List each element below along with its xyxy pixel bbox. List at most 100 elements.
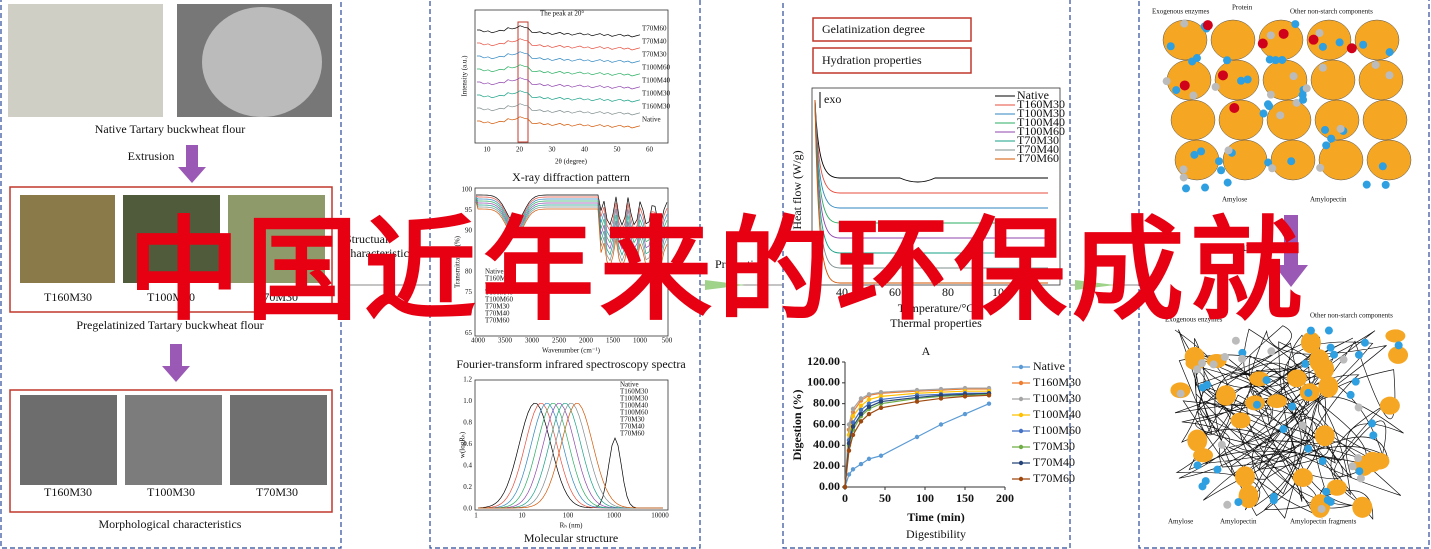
protein <box>1224 146 1233 155</box>
legend-label: T100M60 <box>1033 423 1081 437</box>
y-tick-label: 90 <box>465 227 473 235</box>
xrd-curve <box>477 38 641 51</box>
enzyme <box>1278 28 1289 39</box>
point <box>866 404 872 409</box>
protein <box>1385 71 1394 80</box>
point <box>878 453 884 458</box>
granule <box>202 7 322 117</box>
pregelatinized-label: Pregelatinized Tartary buckwheat flour <box>76 318 263 332</box>
x-tick-label: 20 <box>516 146 524 154</box>
panel <box>782 0 1071 549</box>
granule <box>1214 59 1260 101</box>
protein <box>1264 158 1273 167</box>
native-label: Native Tartary buckwheat flour <box>95 122 246 136</box>
x-tick-label: 3000 <box>525 337 540 345</box>
xrd-curve <box>477 25 641 38</box>
protein <box>1378 162 1387 171</box>
fragment <box>1318 375 1339 398</box>
fragment <box>1379 396 1400 415</box>
ftir-curve <box>475 196 668 239</box>
protein <box>1367 419 1376 428</box>
point <box>850 467 856 472</box>
xrd-sample: T160M30 <box>642 103 671 111</box>
plot-frame <box>474 9 669 144</box>
x-tick-label: 10000 <box>651 512 669 520</box>
size-curve <box>477 402 663 509</box>
x-tick-label: 40 <box>581 146 589 154</box>
granule <box>1218 99 1264 141</box>
ftir-curve <box>475 197 668 245</box>
ftir-sample: T100M40 <box>485 289 514 297</box>
mol-sample: T160M30 <box>620 388 649 396</box>
x-tick-label: 60 <box>889 285 901 299</box>
plot-frame <box>474 187 669 337</box>
frame <box>812 47 972 74</box>
granule <box>1310 59 1356 101</box>
legend-label: T70M40 <box>1017 142 1059 156</box>
protein <box>1381 180 1390 189</box>
morphology-label: Morphological characteristics <box>99 517 242 531</box>
protein <box>1215 157 1224 166</box>
protein <box>1278 55 1287 64</box>
chart-title: Digestibility <box>906 527 966 541</box>
fragment <box>1266 394 1287 409</box>
protein <box>1238 354 1247 363</box>
y-tick-label: 40.00 <box>813 437 840 451</box>
series-line <box>844 390 989 488</box>
point <box>914 434 920 440</box>
arrow <box>178 145 206 183</box>
protein <box>1179 173 1188 182</box>
point <box>846 472 852 477</box>
schematic-label: Other non-starch components <box>1310 312 1393 320</box>
x-tick-label: 100 <box>563 512 574 520</box>
enzyme <box>1179 80 1190 91</box>
fragment <box>1193 448 1214 463</box>
xrd-sample: T70M60 <box>642 25 667 33</box>
series-line <box>844 394 990 488</box>
protein <box>1318 457 1327 466</box>
point <box>866 397 872 402</box>
protein <box>1356 474 1365 483</box>
xrd-curve <box>477 103 641 116</box>
xrd-sample: T100M60 <box>642 64 671 72</box>
protein <box>1360 338 1369 347</box>
fragment <box>1388 346 1409 364</box>
xrd-curve <box>477 51 641 64</box>
y-tick-label: 0.8 <box>463 419 472 427</box>
ftir-curve <box>475 199 668 257</box>
protein <box>1279 425 1288 434</box>
x-tick-label: 2000 <box>579 337 594 345</box>
panel <box>0 0 342 549</box>
x-label: Time (min) <box>907 510 964 524</box>
protein <box>1324 326 1333 335</box>
y-tick-label: 0.4 <box>463 462 472 470</box>
xrd-curve <box>477 90 641 103</box>
protein <box>1354 403 1363 412</box>
protein <box>1166 42 1175 51</box>
ftir-curve <box>475 201 668 269</box>
y-tick-label: 0.0 <box>463 505 472 513</box>
protein <box>1223 178 1232 187</box>
protein <box>1263 100 1272 109</box>
x-label: Wavenumber (cm⁻¹) <box>542 347 601 355</box>
point <box>938 393 944 398</box>
protein <box>1327 134 1336 143</box>
protein <box>1176 389 1185 398</box>
panel-title: Fourier-transform infrared spectroscopy … <box>456 357 686 371</box>
fragment <box>1385 329 1406 343</box>
protein <box>1237 76 1246 85</box>
xrd-curve <box>477 116 641 129</box>
protein <box>1217 166 1226 175</box>
x-tick-label: 0 <box>842 491 848 505</box>
x-tick-label: 1500 <box>606 337 621 345</box>
y-tick-label: 75 <box>465 288 473 296</box>
x-tick-label: 200 <box>996 491 1014 505</box>
protein <box>1201 183 1210 192</box>
point <box>858 407 864 413</box>
ftir-curve <box>475 195 668 233</box>
y-tick-label: 20.00 <box>813 458 840 472</box>
legend-dot <box>1018 460 1024 466</box>
size-curve <box>478 402 663 509</box>
protein <box>1326 497 1335 506</box>
fragment <box>1187 429 1208 452</box>
